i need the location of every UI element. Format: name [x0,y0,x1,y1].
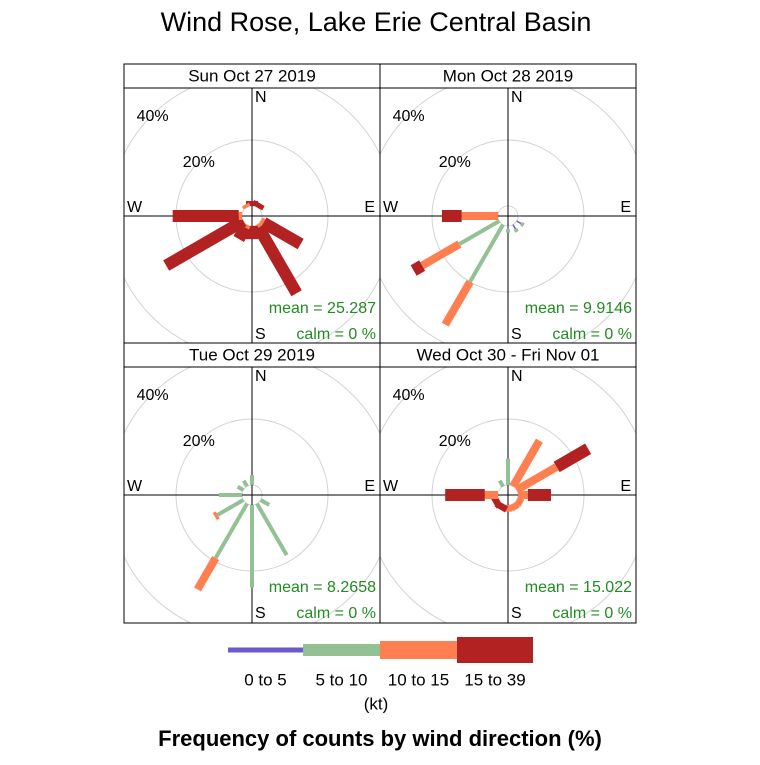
strip [123,342,381,368]
rose-segment [241,479,249,488]
mean-label: mean = 8.2658 [269,579,376,596]
rose-segment [509,438,543,489]
rose-segment [241,202,251,210]
panel-title: Sun Oct 27 2019 [188,66,316,85]
rose-segment [490,494,503,509]
calm-label: calm = 0 % [552,605,632,622]
compass-label: S [511,605,522,622]
rose-segment [213,502,249,559]
rose-segment [494,500,509,513]
compass-label: E [364,478,375,495]
strip [379,63,637,89]
compass-label: W [127,199,143,216]
legend-label: 10 to 15 [388,670,449,689]
mean-label: mean = 25.287 [269,300,376,317]
compass-label: E [620,478,631,495]
rose-segment [260,217,304,250]
panel-title: Mon Oct 28 2019 [443,66,573,85]
panel-title: Wed Oct 30 - Fri Nov 01 [417,345,600,364]
r-tick-label: 40% [393,387,425,404]
compass-label: N [511,368,523,385]
calm-label: calm = 0 % [552,326,632,343]
compass-label: S [255,605,266,622]
rose-segment [497,479,505,488]
plot-area [124,88,380,344]
rose-segment [516,220,522,225]
rose-segment [513,227,519,233]
rose-segment [216,498,245,517]
r-tick-label: 40% [137,108,169,125]
compass-label: W [127,478,143,495]
legend-swatch [228,647,303,653]
rose-segment [553,443,592,473]
rose-segment [410,260,426,276]
rose-segment [253,224,302,297]
r-tick-label: 20% [183,433,215,450]
rose-segment [420,240,462,270]
r-tick-label: 20% [183,154,215,171]
rose-segment [514,463,559,494]
rose-segment [458,219,501,246]
calm-label: calm = 0 % [296,326,376,343]
rose-segment [512,224,517,230]
panel-title: Tue Oct 29 2019 [189,345,315,364]
compass-label: E [620,199,631,216]
rose-segment [258,217,266,227]
compass-label: W [383,478,399,495]
legend-label: 5 to 10 [316,670,368,689]
plot-area [380,367,636,623]
rose-segment [441,279,474,327]
rose-segment [259,498,271,507]
rose-segment [519,221,525,227]
rose-segment [255,502,289,557]
mean-label: mean = 15.022 [525,579,632,596]
calm-label: calm = 0 % [296,605,376,622]
rose-segment [468,223,505,283]
compass-label: S [255,326,266,343]
compass-label: E [364,199,375,216]
rose-segment [251,200,265,211]
rose-segment [236,484,245,492]
rose-segment [233,224,251,242]
r-tick-label: 40% [393,108,425,125]
panel-border [379,366,637,624]
rose-segment [212,511,220,520]
r-tick-label: 40% [137,387,169,404]
rose-segment [163,215,247,271]
rose-segment [509,501,520,512]
rose-segment [194,555,220,592]
plot-area [380,88,636,344]
compass-label: W [383,199,399,216]
legend-title: (kt) [364,694,389,713]
compass-label: N [255,89,267,106]
x-axis-label: Frequency of counts by wind direction (%… [158,726,602,751]
r-tick-label: 20% [439,433,471,450]
legend-swatch [457,637,533,663]
legend-swatch [303,644,380,656]
mean-label: mean = 9.9146 [525,300,632,317]
r-tick-label: 20% [439,154,471,171]
rose-segment [514,496,525,507]
compass-label: N [511,89,523,106]
legend-label: 15 to 39 [464,670,525,689]
compass-label: N [255,368,267,385]
legend-swatch [380,641,457,659]
compass-label: S [511,326,522,343]
chart-title: Wind Rose, Lake Erie Central Basin [161,7,592,37]
legend-label: 0 to 5 [244,670,287,689]
plot-area [124,367,380,623]
